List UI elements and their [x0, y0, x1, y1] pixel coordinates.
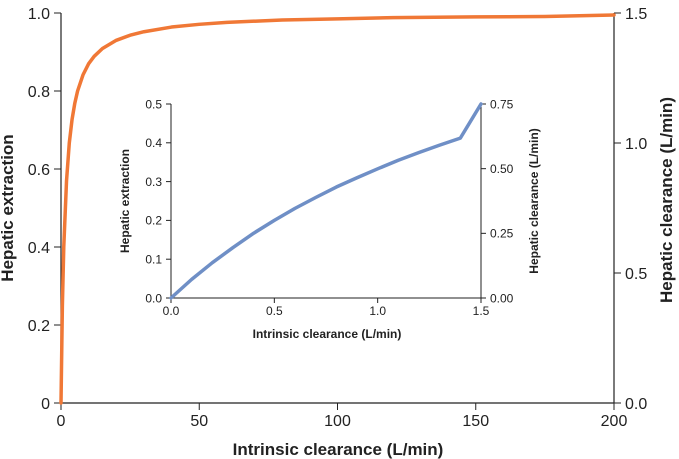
main-x-tick-label: 150 — [462, 413, 489, 430]
main-y-axis-title: Hepatic extraction — [0, 134, 17, 281]
main-y-tick-label: 0.8 — [28, 84, 50, 101]
main-y-tick-label: 0.2 — [28, 318, 50, 335]
main-chart: 0 50 100 150 200 0 0.2 0.4 0.6 0.8 1.0 0.0 0.5 1.0 1… — [0, 6, 676, 459]
main-y2-tick-label: 1.5 — [625, 6, 647, 23]
inset-y-tick-label: 0.4 — [145, 136, 162, 150]
inset-y2-tick-label: 0.50 — [490, 162, 514, 176]
main-y-tick-label: 1.0 — [28, 6, 50, 23]
inset-right-axis-title: Hepatic clearance (L/min) — [527, 128, 541, 273]
inset-x-tick-label: 1.0 — [369, 304, 386, 318]
main-y2-tick-label: 0.0 — [625, 396, 647, 413]
inset-y2-tick-label: 0.00 — [490, 291, 514, 305]
main-y-tick-label: 0.6 — [28, 162, 50, 179]
main-y-ticks: 0 0.2 0.4 0.6 0.8 1.0 — [28, 6, 61, 413]
main-y2-tick-label: 0.5 — [625, 266, 647, 283]
inset-y2-tick-label: 0.25 — [490, 227, 514, 241]
main-right-y-ticks: 0.0 0.5 1.0 1.5 — [614, 6, 647, 413]
inset-x-tick-label: 0.0 — [163, 304, 180, 318]
main-y-tick-label: 0.4 — [28, 240, 50, 257]
inset-chart: 0.0 0.5 1.0 1.5 0.0 0.1 0.2 0.3 0.4 0.5 0.00 0.25… — [118, 97, 541, 341]
main-x-tick-label: 200 — [601, 413, 628, 430]
inset-x-tick-label: 1.5 — [473, 304, 490, 318]
inset-y-tick-label: 0.1 — [145, 253, 162, 267]
main-x-tick-label: 100 — [324, 413, 351, 430]
main-x-tick-label: 0 — [57, 413, 66, 430]
inset-y-ticks: 0.0 0.1 0.2 0.3 0.4 0.5 — [145, 97, 171, 305]
inset-y-tick-label: 0.3 — [145, 175, 162, 189]
main-right-axis-title: Hepatic clearance (L/min) — [657, 97, 676, 303]
inset-y-tick-label: 0.5 — [145, 97, 162, 111]
main-y-tick-label: 0 — [41, 396, 50, 413]
main-x-axis-title: Intrinsic clearance (L/min) — [233, 440, 444, 459]
main-y2-tick-label: 1.0 — [625, 136, 647, 153]
main-x-ticks: 0 50 100 150 200 — [57, 403, 628, 430]
inset-y-axis-title: Hepatic extraction — [118, 149, 132, 253]
inset-right-y-ticks: 0.00 0.25 0.50 0.75 — [481, 97, 514, 305]
inset-y-tick-label: 0.0 — [145, 291, 162, 305]
inset-x-axis-title: Intrinsic clearance (L/min) — [253, 327, 402, 341]
inset-x-ticks: 0.0 0.5 1.0 1.5 — [163, 298, 490, 318]
inset-x-tick-label: 0.5 — [266, 304, 283, 318]
inset-extraction-curve — [169, 102, 483, 300]
inset-y-tick-label: 0.2 — [145, 214, 162, 228]
inset-y2-tick-label: 0.75 — [490, 97, 514, 111]
main-extraction-curve — [59, 13, 616, 405]
main-x-tick-label: 50 — [190, 413, 208, 430]
